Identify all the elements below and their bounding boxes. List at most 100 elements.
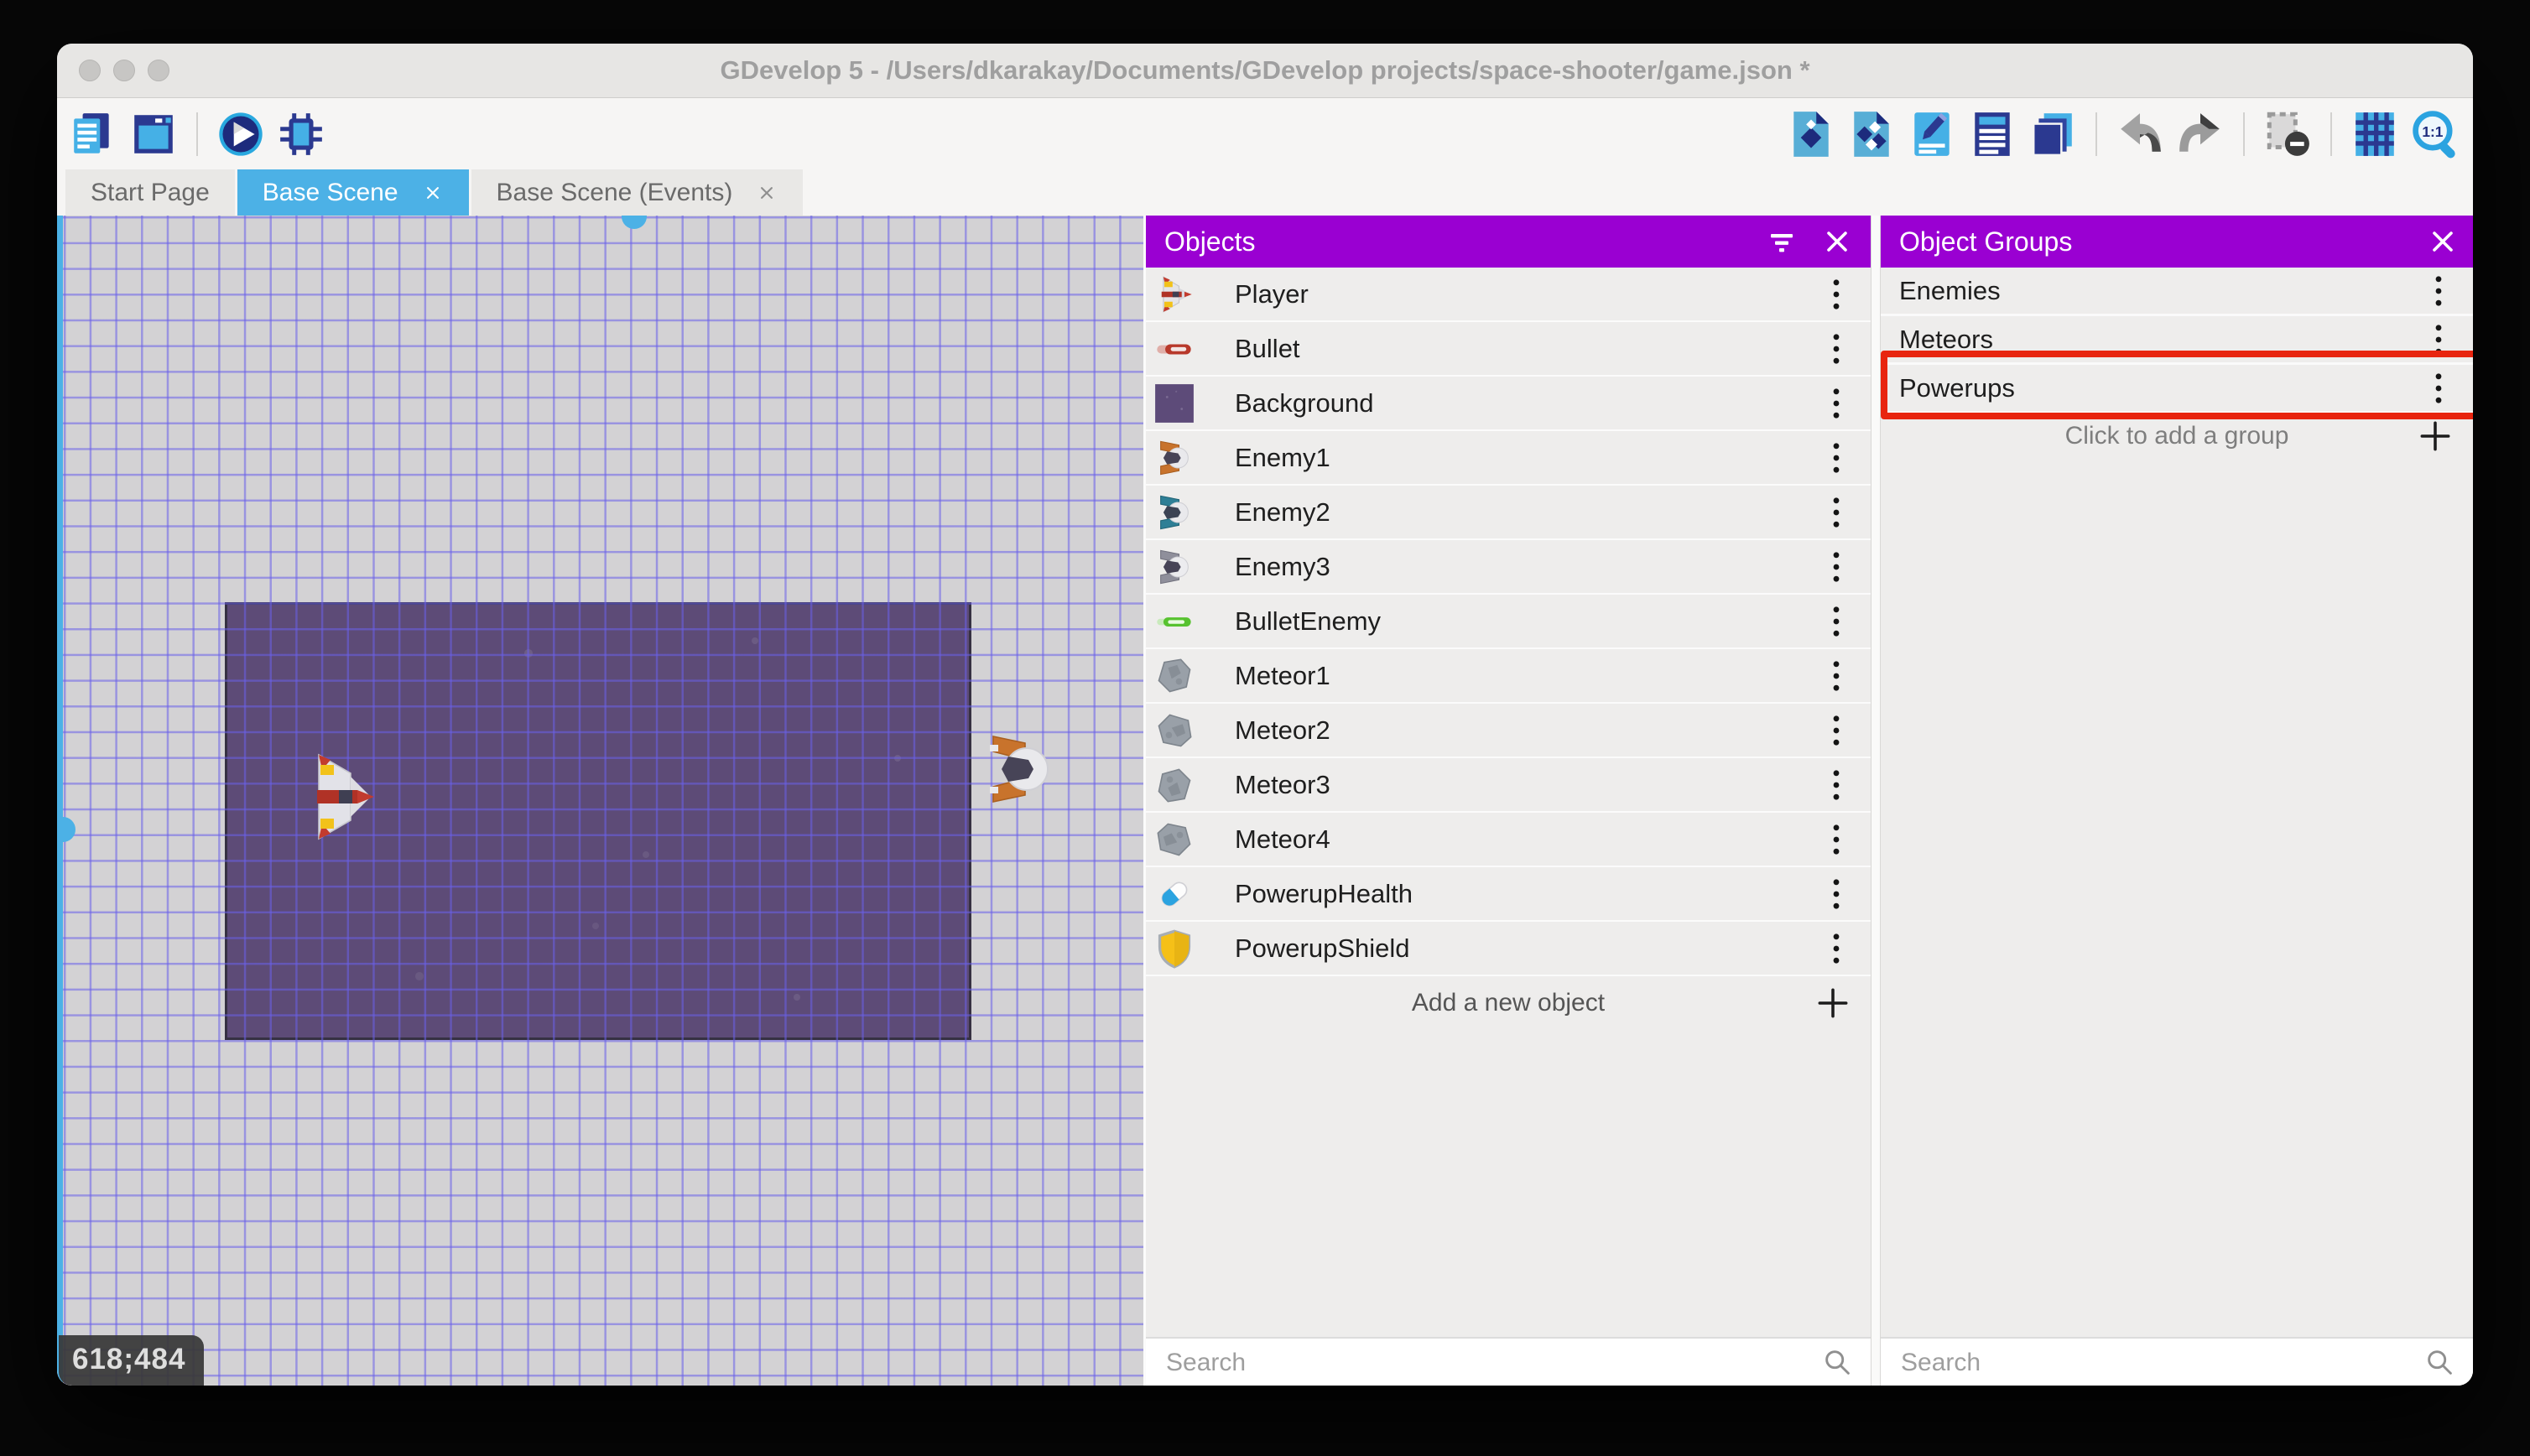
toolbar-divider [2330, 112, 2332, 156]
meteor2-icon [1151, 707, 1198, 754]
player-instance[interactable] [312, 753, 376, 840]
group-menu-button[interactable] [2428, 271, 2449, 311]
properties-button[interactable] [1908, 110, 1956, 159]
toggle-mask-button[interactable] [2263, 110, 2312, 159]
object-menu-button[interactable] [1825, 765, 1847, 805]
player-ship-icon [1151, 271, 1198, 318]
scene-canvas[interactable]: 618;484 [57, 216, 1143, 1386]
grid-button[interactable] [2350, 110, 2399, 159]
object-row-meteor1[interactable]: Meteor1 [1146, 649, 1871, 704]
svg-text:1:1: 1:1 [2422, 122, 2443, 139]
object-row-meteor4[interactable]: Meteor4 [1146, 813, 1871, 867]
tab-close-icon[interactable] [756, 182, 778, 204]
object-menu-button[interactable] [1825, 928, 1847, 969]
object-row-enemy1[interactable]: Enemy1 [1146, 431, 1871, 486]
object-row-poweruphealth[interactable]: PowerupHealth [1146, 867, 1871, 922]
object-name: Meteor4 [1235, 824, 1330, 854]
object-menu-button[interactable] [1825, 874, 1847, 914]
object-menu-button[interactable] [1825, 438, 1847, 478]
object-menu-button[interactable] [1825, 383, 1847, 424]
object-row-enemy2[interactable]: Enemy2 [1146, 486, 1871, 540]
kebab-menu-icon [1825, 547, 1847, 587]
tab-start-page[interactable]: Start Page [65, 169, 235, 216]
object-menu-button[interactable] [1825, 492, 1847, 533]
object-row-enemy3[interactable]: Enemy3 [1146, 540, 1871, 595]
title-bar: GDevelop 5 - /Users/dkarakay/Documents/G… [57, 44, 2473, 98]
undo-button[interactable] [2116, 110, 2164, 159]
object-row-bulletenemy[interactable]: BulletEnemy [1146, 595, 1871, 649]
group-row-meteors[interactable]: Meteors [1881, 316, 2473, 365]
properties-icon [1908, 110, 1956, 159]
zoom-one-to-one-button[interactable]: 1:1 [2411, 110, 2460, 159]
meteor4-icon [1151, 816, 1198, 863]
add-group-row[interactable]: Click to add a group [1881, 412, 2473, 460]
kebab-menu-icon [1825, 874, 1847, 914]
object-menu-button[interactable] [1825, 329, 1847, 369]
object-row-powerupshield[interactable]: PowerupShield [1146, 922, 1871, 976]
object-row-player[interactable]: Player [1146, 268, 1871, 322]
tab-base-scene[interactable]: Base Scene [237, 169, 469, 216]
panel-divider[interactable] [1871, 216, 1881, 1386]
group-menu-button[interactable] [2428, 320, 2449, 360]
instances-list-button[interactable] [1968, 110, 2017, 159]
object-menu-button[interactable] [1825, 710, 1847, 751]
object-menu-button[interactable] [1825, 601, 1847, 642]
group-name: Powerups [1899, 372, 2015, 403]
objects-search-input[interactable] [1146, 1339, 1817, 1386]
window-title: GDevelop 5 - /Users/dkarakay/Documents/G… [720, 55, 1810, 85]
layers-button[interactable] [2028, 110, 2077, 159]
main-area: 618;484 Objects Player Bullet Background En… [57, 216, 2473, 1386]
main-toolbar: 1:1 [57, 98, 2473, 169]
project-manager-button[interactable] [69, 110, 117, 159]
enemy1-instance[interactable] [983, 731, 1055, 807]
tab-close-icon[interactable] [422, 182, 444, 204]
minimize-window-button[interactable] [113, 60, 135, 81]
object-menu-button[interactable] [1825, 274, 1847, 315]
kebab-menu-icon [1825, 928, 1847, 969]
object-groups-panel: Object Groups Enemies Meteors Powerups Cli… [1881, 216, 2473, 1386]
group-row-enemies[interactable]: Enemies [1881, 268, 2473, 316]
add-group-label: Click to add a group [2064, 422, 2289, 450]
enemy3-ship-icon [1151, 543, 1198, 590]
scene-grid [57, 216, 1143, 1386]
object-row-meteor2[interactable]: Meteor2 [1146, 704, 1871, 758]
toolbar-divider [2095, 112, 2097, 156]
object-row-background[interactable]: Background [1146, 377, 1871, 431]
tab-base-scene-events[interactable]: Base Scene (Events) [471, 169, 804, 216]
redo-button[interactable] [2176, 110, 2225, 159]
add-group-plus-button[interactable] [2416, 417, 2455, 455]
groups-search-input[interactable] [1881, 1339, 2419, 1386]
group-row-powerups[interactable]: Powerups [1881, 365, 2473, 413]
editor-tab-bar: Start Page Base Scene Base Scene (Events) [57, 169, 2473, 216]
groups-search-bar [1881, 1337, 2473, 1386]
objects-panel-close-button[interactable] [1819, 223, 1856, 260]
object-menu-button[interactable] [1825, 547, 1847, 587]
group-menu-button[interactable] [2428, 368, 2449, 408]
zoom-window-button[interactable] [148, 60, 169, 81]
undo-icon [2116, 110, 2164, 159]
background-thumb-icon [1151, 380, 1198, 427]
game-window-handle-top-icon[interactable] [622, 216, 647, 229]
object-menu-button[interactable] [1825, 819, 1847, 860]
add-object-plus-button[interactable] [1814, 984, 1852, 1022]
kebab-menu-icon [1825, 601, 1847, 642]
object-groups-button[interactable] [1847, 110, 1896, 159]
objects-filter-button[interactable] [1763, 223, 1800, 260]
game-window-border [57, 216, 63, 1386]
redo-icon [2176, 110, 2225, 159]
object-name: Meteor2 [1235, 715, 1330, 745]
game-window-handle-left-icon[interactable] [57, 817, 75, 842]
toolbar-left-group [69, 98, 325, 169]
debug-button[interactable] [277, 110, 325, 159]
traffic-lights [79, 60, 169, 81]
groups-panel-close-button[interactable] [2424, 223, 2461, 260]
add-object-row[interactable]: Add a new object [1146, 976, 1871, 1029]
object-row-meteor3[interactable]: Meteor3 [1146, 758, 1871, 813]
close-window-button[interactable] [79, 60, 101, 81]
object-row-bullet[interactable]: Bullet [1146, 322, 1871, 377]
add-object-button[interactable] [1787, 110, 1835, 159]
object-menu-button[interactable] [1825, 656, 1847, 696]
preview-window-button[interactable] [129, 110, 178, 159]
groups-panel-header: Object Groups [1881, 216, 2473, 268]
play-preview-button[interactable] [216, 110, 265, 159]
